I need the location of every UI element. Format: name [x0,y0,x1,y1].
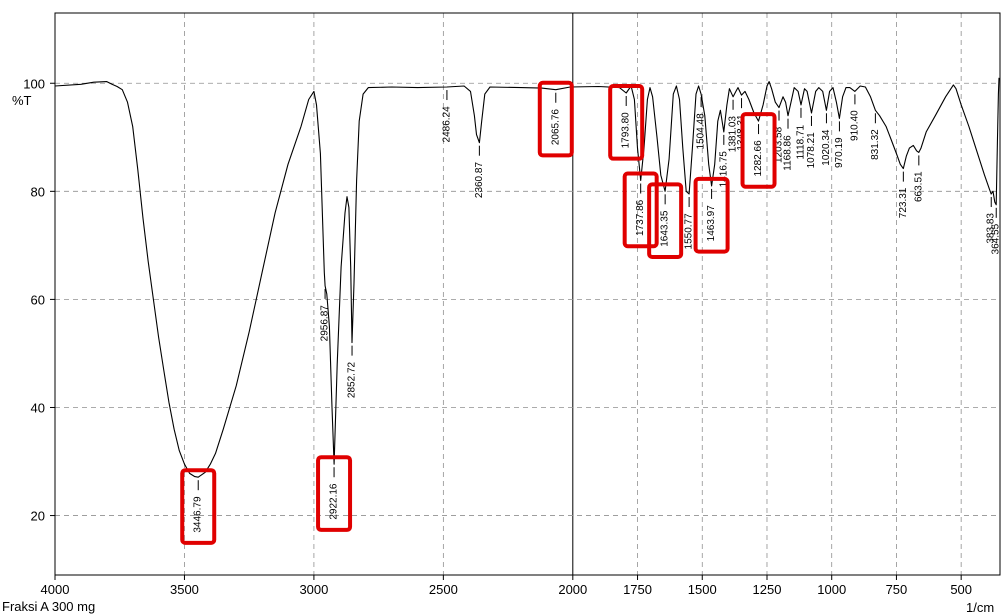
peak-label: 1168.86 [782,135,793,171]
peak-label: 1020.34 [821,129,832,166]
peak-label: 383.83 [986,213,997,244]
peak-label: 2360.87 [474,162,485,199]
grid-layer [55,13,1000,575]
x-tick-label: 3500 [170,582,199,597]
peak-label: 1203.58 [774,126,785,163]
peak-label: 910.40 [849,110,860,141]
x-tick-label: 750 [886,582,908,597]
peak-label: 2922.16 [329,483,340,520]
peak-label: 831.32 [870,129,881,160]
ticks-layer: 4000 3500 3000 2500 2000 1750 1500 1250 1000 750 5… [23,76,972,597]
series-layer [54,77,1000,478]
x-axis-unit-label: 1/cm [966,600,995,615]
plot-frame [54,12,1001,576]
peak-label: 364.55 [991,223,1002,254]
peak-label: 1643.35 [660,210,671,247]
peak-label: 2956.87 [320,305,331,342]
peak-label: 1282.66 [753,140,764,177]
highlight-box [622,171,659,249]
x-tick-label: 1500 [688,582,717,597]
x-tick-label: 500 [950,582,972,597]
y-tick-label: 60 [31,292,45,307]
x-tick-label: 3000 [299,582,328,597]
peak-label: 3446.79 [193,496,204,533]
peak-label: 2065.76 [550,109,561,146]
peak-label: 1416.75 [718,151,729,188]
highlight-box [608,83,645,161]
x-tick-label: 1250 [753,582,782,597]
axes-layer [54,12,1001,576]
peak-label: 1118.71 [795,124,806,159]
highlight-box [316,455,353,532]
x-tick-label: 4000 [41,582,70,597]
y-tick-label: 20 [31,509,45,524]
peak-label: 1737.86 [635,199,646,236]
peak-label: 1550.77 [684,213,695,250]
sample-label: Fraksi A 300 mg [2,599,96,614]
peak-label: 1078.21 [806,132,817,169]
highlight-box [693,176,730,254]
highlight-box [647,182,684,260]
peak-label: 723.31 [898,187,909,218]
x-tick-label: 2500 [429,582,458,597]
y-tick-label: 80 [31,184,45,199]
peak-labels-layer: 3446.79 2956.87 2922.16 2852.72 2486.24 2360.… [193,90,1002,533]
peak-label: 1504.48 [696,113,707,150]
x-tick-label: 2000 [558,582,587,597]
peak-label: 2486.24 [441,106,452,143]
x-tick-label: 1000 [817,582,846,597]
peak-label: 1381.03 [728,116,739,153]
highlight-boxes-layer [180,80,777,545]
peak-label: 970.19 [834,137,845,168]
x-tick-label: 1750 [623,582,652,597]
peak-label: 2852.72 [347,361,358,398]
y-tick-label: 40 [31,400,45,415]
peak-label: 1463.97 [706,205,717,242]
highlight-box [537,80,574,158]
peak-label: 663.51 [913,171,924,202]
y-tick-label: 100 [23,76,45,91]
highlight-box [180,468,217,545]
peak-label: 1793.80 [621,112,632,149]
spectrum-line [54,77,1000,478]
y-axis-label: %T [12,93,32,108]
highlight-box [740,112,777,189]
